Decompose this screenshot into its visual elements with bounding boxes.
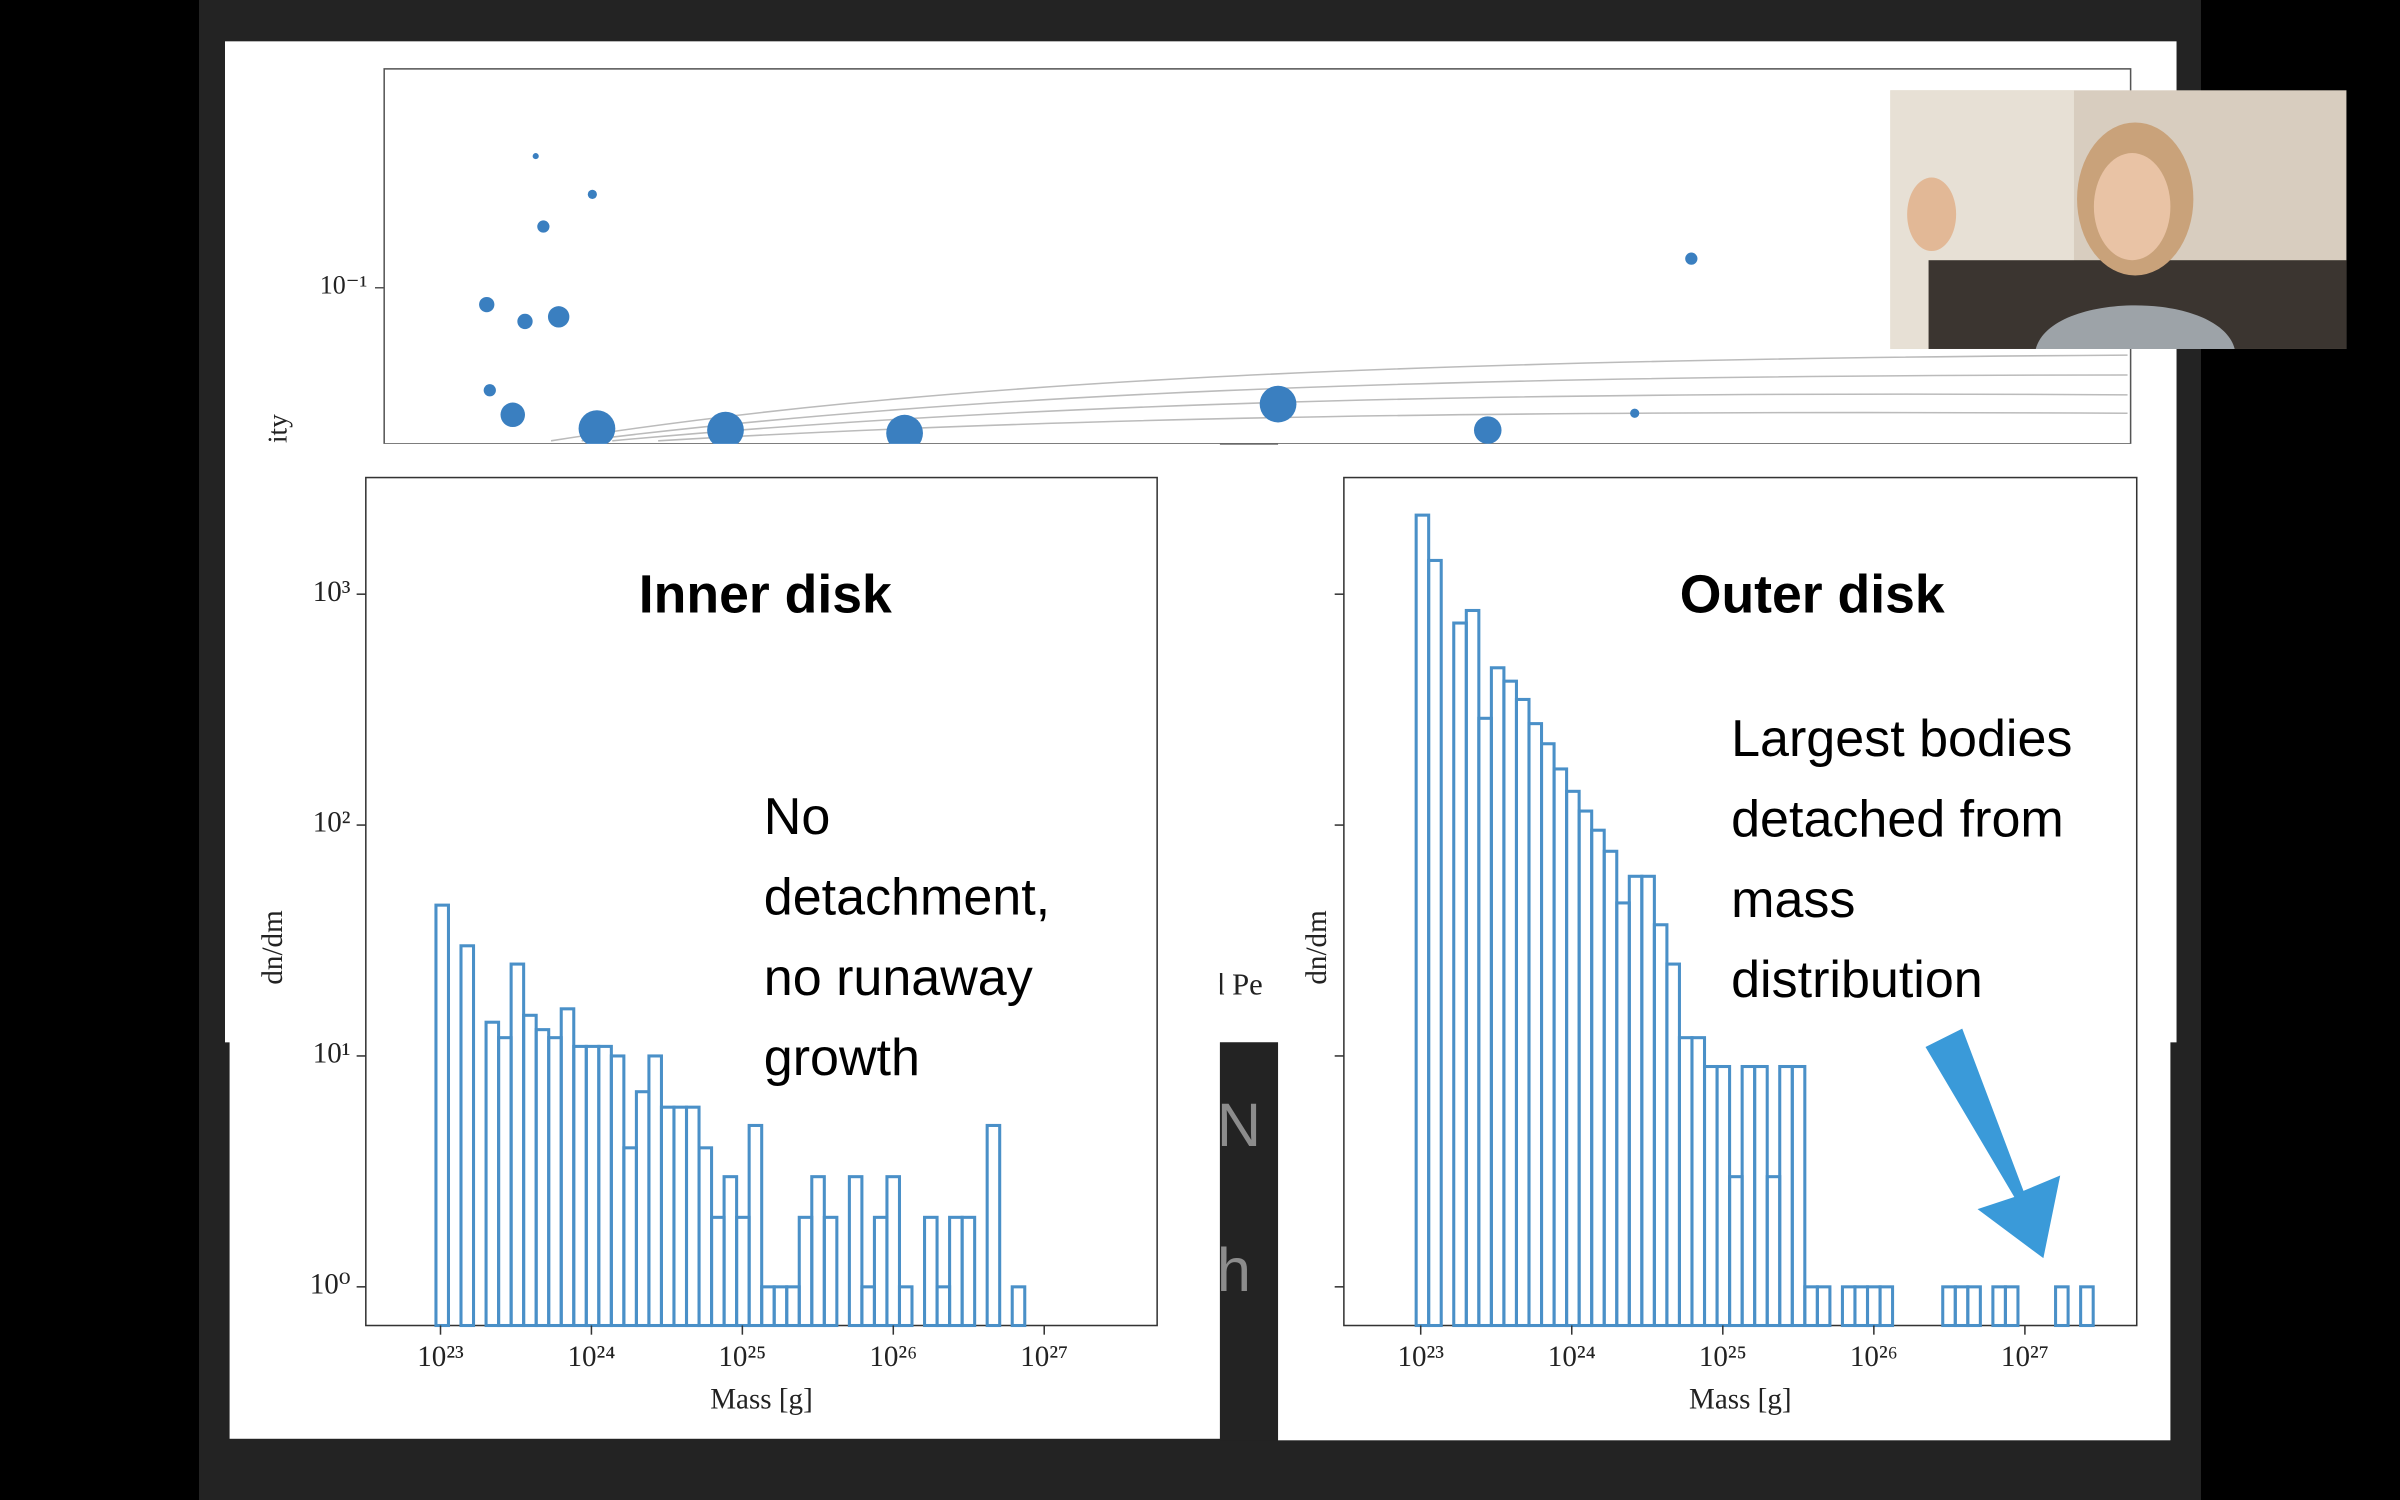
charts: 10²³ 10²⁴ 10²⁵ 10²⁶ 10²⁷ 10⁰ 10¹ 10² 10³ Mass [g]…: [257, 476, 2138, 1416]
background-points: [479, 153, 1698, 452]
histogram-bin: [459, 944, 476, 1328]
histogram-bin: [1815, 1285, 1832, 1328]
background-tick-label: 10⁻¹: [320, 271, 368, 300]
histogram-bin: [960, 1215, 977, 1328]
x-axis-label: Mass [g]: [710, 1384, 813, 1416]
x-tick-label: 10²⁵: [1699, 1341, 1747, 1373]
webcam-face: [2093, 153, 2171, 261]
annotation: No: [764, 788, 831, 846]
arrow-shape: [1925, 1028, 2061, 1259]
histogram-bin: [1790, 1064, 1807, 1328]
y-tick-label: 10⁰: [310, 1269, 351, 1301]
histogram-bin: [985, 1123, 1002, 1328]
arrow: [1925, 1028, 2061, 1259]
y-tick-label: 10³: [313, 576, 351, 608]
x-axis-label: Mass [g]: [1689, 1384, 1792, 1416]
histogram-bin: [1966, 1285, 1982, 1328]
y-tick-label: 10¹: [313, 1038, 351, 1070]
webcam: [1890, 90, 2347, 349]
slide-gap: [1219, 1042, 1279, 1441]
histogram-bin: [2003, 1285, 2020, 1328]
histogram-bin: [822, 1215, 839, 1328]
histogram-bin: [2079, 1285, 2095, 1328]
histogram-bin: [747, 1123, 764, 1328]
x-tick-label: 10²⁴: [1548, 1341, 1596, 1373]
annotation: distribution: [1731, 951, 1983, 1009]
histogram-bin: [847, 1175, 864, 1328]
chart-title: Inner disk: [639, 566, 892, 625]
webcam-shirt: [2035, 305, 2235, 349]
annotation: detachment,: [764, 869, 1050, 927]
x-tick-label: 10²⁵: [718, 1341, 766, 1373]
background-fragment: h: [1217, 1236, 1251, 1304]
x-tick-label: 10²³: [1397, 1341, 1444, 1373]
histogram-bin: [923, 1215, 939, 1328]
annotation: mass: [1731, 871, 1855, 929]
annotation: growth: [764, 1029, 920, 1087]
histogram-bin: [1010, 1285, 1027, 1328]
histogram-bin: [434, 903, 450, 1328]
histogram-bin: [1878, 1285, 1895, 1328]
x-tick-label: 10²⁷: [1020, 1341, 1068, 1373]
annotation: detached from: [1731, 790, 2064, 848]
background-fragment: N: [1217, 1091, 1261, 1159]
histogram-bin: [885, 1175, 902, 1328]
webcam-hand: [1907, 177, 1957, 252]
annotation: no runaway: [764, 949, 1033, 1007]
histogram-bin: [1427, 558, 1443, 1328]
y-axis-label: dn/dm: [1301, 910, 1333, 985]
background-axis-label: ity: [261, 414, 292, 443]
x-tick-label: 10²⁶: [1850, 1341, 1898, 1373]
y-tick-label: 10²: [313, 807, 351, 839]
chart-title: Outer disk: [1680, 566, 1945, 625]
x-tick-label: 10²⁴: [567, 1341, 615, 1373]
x-tick-label: 10²³: [417, 1341, 464, 1373]
x-tick-label: 10²⁷: [2001, 1341, 2049, 1373]
y-axis-label: dn/dm: [257, 910, 289, 985]
panel: [1278, 443, 2171, 1441]
histogram-bin: [897, 1285, 914, 1328]
x-tick-label: 10²⁶: [869, 1341, 917, 1373]
annotation: Largest bodies: [1731, 710, 2072, 768]
histogram-bin: [2054, 1285, 2070, 1328]
